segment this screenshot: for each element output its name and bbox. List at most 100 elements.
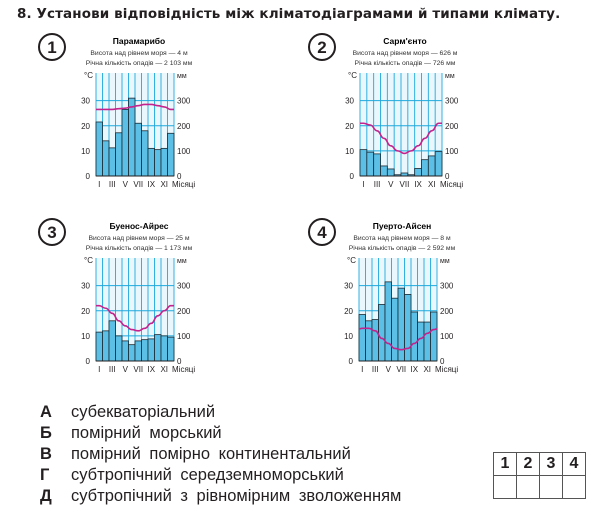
chart-number: 2 [317, 38, 326, 57]
precip-bar [154, 149, 162, 177]
precip-bar [410, 311, 418, 362]
precip-bar [371, 319, 379, 362]
precip-tick-label: 200 [177, 122, 191, 131]
precip-bar [427, 155, 436, 177]
answer-cell-3[interactable] [539, 475, 563, 499]
temp-tick-label: 30 [345, 97, 354, 106]
precip-tick-label: 200 [177, 307, 191, 316]
chart-elevation: Висота над рівнем моря — 4 м [90, 49, 188, 57]
precip-tick-label: 100 [177, 332, 191, 341]
precip-bar [134, 340, 142, 362]
precip-bar [115, 335, 123, 362]
temp-tick-label: 30 [81, 97, 90, 106]
precip-bar [102, 140, 110, 177]
precip-bar [147, 147, 155, 177]
months-axis-label: Місяці [440, 180, 463, 189]
chart-elevation: Висота над рівнем моря — 626 м [353, 49, 458, 57]
precip-bar [167, 336, 175, 362]
precip-bar [108, 320, 116, 362]
answer-header-2: 2 [516, 452, 540, 476]
month-tick-label: XI [428, 180, 436, 189]
climate-chart-3: 3 Буенос-Айрес Висота над рівнем моря — 25… [30, 215, 230, 380]
chart-precip-total: Річна кількість опадів — 2 592 мм [349, 244, 456, 252]
months-axis-label: Місяці [172, 180, 195, 189]
chart-number: 3 [47, 223, 56, 242]
month-tick-label: VII [133, 365, 143, 374]
option-letter: Г [40, 466, 50, 484]
chart-elevation: Висота над рівнем моря — 25 м [88, 234, 189, 242]
month-tick-label: IX [147, 180, 155, 189]
temp-tick-label: 20 [344, 307, 353, 316]
precip-tick-label: 0 [177, 172, 182, 181]
precip-bar [404, 294, 412, 362]
temp-tick-label: 0 [86, 357, 91, 366]
option-letter: Б [40, 424, 52, 442]
precip-bar [417, 321, 425, 362]
precip-bar [386, 168, 395, 177]
option-letter: В [40, 445, 52, 463]
precip-bar [160, 147, 168, 177]
temp-tick-label: 10 [345, 147, 354, 156]
temp-unit-label: °C [84, 256, 93, 265]
temp-tick-label: 10 [81, 147, 90, 156]
temp-tick-label: 10 [344, 332, 353, 341]
temp-tick-label: 30 [344, 282, 353, 291]
chart-elevation: Висота над рівнем моря — 8 м [353, 234, 451, 242]
month-tick-label: V [388, 180, 394, 189]
answer-header-4: 4 [562, 452, 586, 476]
precip-bar [380, 165, 388, 177]
temperature-line [359, 122, 442, 155]
precip-bar [108, 147, 116, 177]
month-tick-label: VII [400, 180, 410, 189]
answer-cell-2[interactable] [516, 475, 540, 499]
answer-header-3: 3 [539, 452, 563, 476]
precip-unit-label: мм [177, 73, 187, 80]
chart-svg: 1 Парамарибо Висота над рівнем моря — 4 м Р… [38, 33, 195, 189]
temp-unit-label: °C [84, 71, 93, 80]
temp-tick-label: 30 [81, 282, 90, 291]
precip-bar [391, 297, 399, 362]
temp-tick-label: 20 [81, 307, 90, 316]
answer-table: 1 2 3 4 [493, 452, 586, 499]
temp-tick-label: 20 [81, 122, 90, 131]
month-tick-label: XI [160, 365, 168, 374]
temperature-line [358, 327, 438, 351]
climate-chart-2: 2 Сарм'єнто Висота над рівнем моря — 626 м… [300, 30, 500, 195]
precip-bar [378, 304, 386, 362]
option-text: субекваторіальний [71, 403, 216, 421]
climate-chart-1: 1 Парамарибо Висота над рівнем моря — 4 м Р… [30, 30, 230, 195]
chart-title: Пуерто-Айсен [373, 221, 432, 231]
precip-bar [115, 132, 123, 177]
precip-bar [430, 311, 438, 362]
chart-precip-total: Річна кількість опадів — 726 мм [355, 59, 456, 67]
month-tick-label: XI [160, 180, 168, 189]
precip-tick-label: 200 [440, 307, 454, 316]
month-tick-label: III [109, 180, 116, 189]
month-tick-label: III [372, 365, 379, 374]
month-tick-label: IX [414, 180, 422, 189]
precip-bar [160, 335, 168, 362]
answer-cell-1[interactable] [493, 475, 517, 499]
chart-svg: 4 Пуерто-Айсен Висота над рівнем моря — 8 … [308, 218, 458, 374]
precip-bar [121, 340, 129, 362]
precip-bar [154, 334, 162, 362]
precip-bar [384, 281, 392, 362]
month-tick-label: VII [133, 180, 143, 189]
month-tick-label: I [361, 365, 363, 374]
temp-tick-label: 10 [81, 332, 90, 341]
month-tick-label: V [386, 365, 392, 374]
month-tick-label: XI [423, 365, 431, 374]
month-tick-label: I [98, 365, 100, 374]
chart-number-circle [38, 33, 66, 61]
precip-bar [141, 339, 149, 362]
answer-cell-4[interactable] [562, 475, 586, 499]
precip-bar [373, 153, 381, 177]
precip-tick-label: 300 [440, 282, 454, 291]
precip-bar [414, 168, 422, 177]
precip-tick-label: 0 [440, 357, 445, 366]
precip-bar [434, 151, 443, 177]
